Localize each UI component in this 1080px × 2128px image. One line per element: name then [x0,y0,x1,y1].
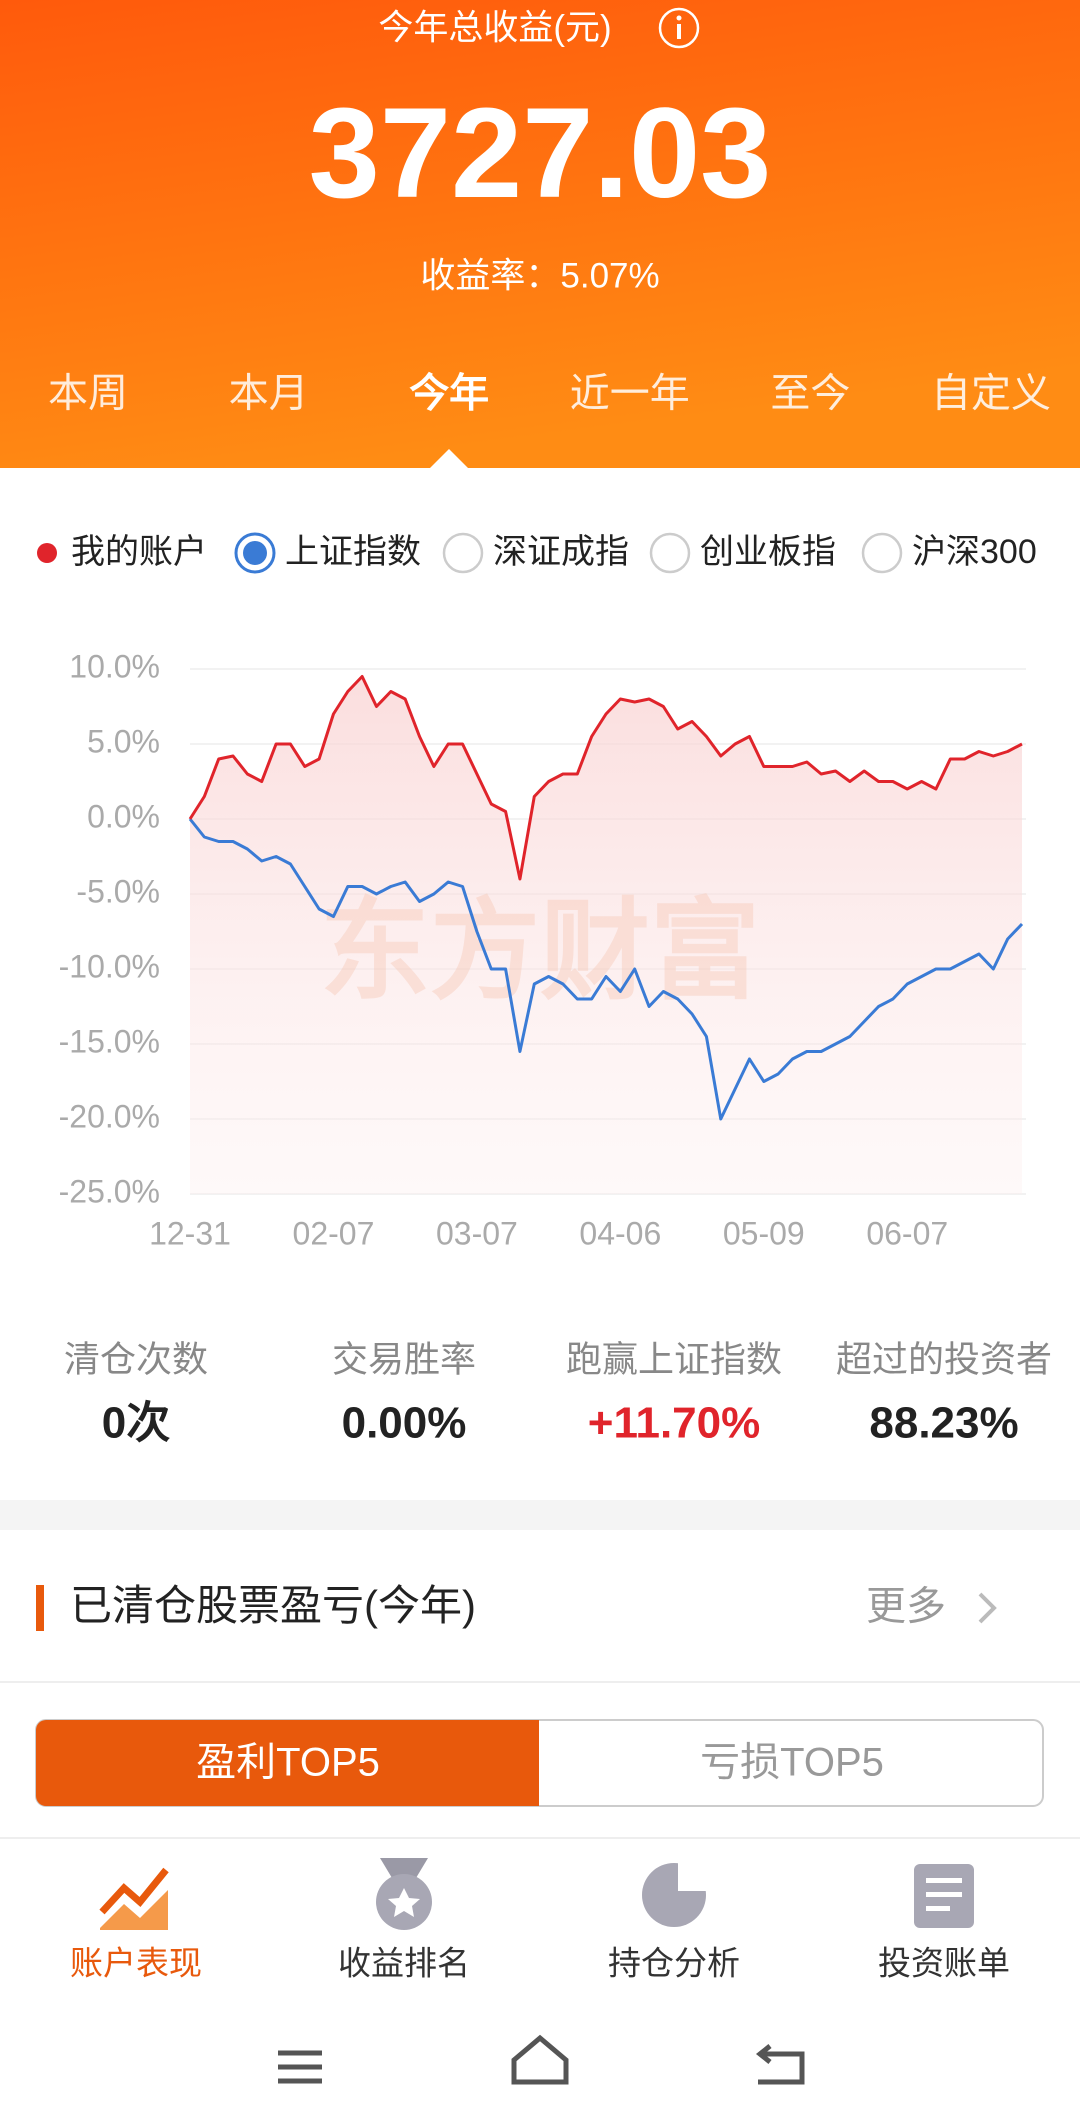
stat-label: 跑赢上证指数 [566,1339,782,1380]
y-tick-label: -15.0% [59,1023,160,1059]
period-tab[interactable]: 本周 [48,372,128,416]
section-accent [36,1585,44,1631]
index-option[interactable]: 沪深300 [912,533,1037,571]
stat-value: +11.70% [588,1399,761,1448]
toggle-option[interactable]: 盈利TOP5 [196,1741,380,1785]
tab-pointer [430,449,468,468]
toggle-option[interactable]: 亏损TOP5 [700,1741,884,1785]
y-tick-label: 10.0% [69,648,160,684]
index-option[interactable]: 深证成指 [493,533,629,571]
stat-label: 交易胜率 [332,1339,476,1380]
x-tick-label: 04-06 [579,1215,661,1251]
nav-label[interactable]: 投资账单 [878,1945,1010,1982]
section-title: 已清仓股票盈亏(今年) [70,1582,476,1629]
x-tick-label: 06-07 [866,1215,948,1251]
system-menu[interactable] [278,2050,322,2084]
legend-label[interactable]: 上证指数 [285,533,421,571]
series-line [188,675,1023,881]
chevron[interactable] [978,1592,997,1624]
y-tick-label: -20.0% [59,1098,160,1134]
radio[interactable] [442,532,484,574]
x-tick-label: 12-31 [149,1215,231,1251]
nav-label[interactable]: 收益排名 [338,1945,470,1982]
x-tick-label: 02-07 [293,1215,375,1251]
total-profit: 3727.03 [309,82,772,225]
header-title: 今年总收益(元) [378,8,611,47]
period-tab[interactable]: 今年 [409,372,489,416]
y-tick-label: 0.0% [87,798,160,834]
radio-dot[interactable] [243,541,267,565]
area [190,676,1022,1194]
stat-value: 0.00% [342,1399,467,1448]
nav-label[interactable]: 账户表现 [70,1945,202,1982]
y-tick-label: 5.0% [87,723,160,759]
nav-icon-holdings[interactable] [642,1861,708,1927]
period-tab[interactable]: 自定义 [931,372,1051,416]
legend-dot [37,543,57,563]
separator [0,1500,1080,1530]
info-icon[interactable] [658,7,700,49]
nav-label[interactable]: 持仓分析 [608,1945,740,1982]
nav-icon-performance[interactable] [99,1867,169,1930]
legend-label: 我的账户 [71,533,207,571]
stat-value: 0次 [102,1399,170,1448]
index-option[interactable]: 创业板指 [700,533,836,571]
nav-icon-ranking[interactable] [376,1858,432,1930]
y-tick-label: -10.0% [59,948,160,984]
y-tick-label: -5.0% [76,873,160,909]
stat-label: 超过的投资者 [836,1339,1052,1380]
x-tick-label: 03-07 [436,1215,518,1251]
system-home[interactable] [511,2034,569,2085]
watermark: 东方财富 [320,890,760,1013]
nav-icon-bill[interactable] [914,1864,974,1928]
toggle-active[interactable] [36,1720,539,1806]
more-link[interactable]: 更多 [866,1585,946,1629]
period-tab[interactable]: 本月 [229,372,309,416]
header-bg [0,0,1080,468]
period-tab[interactable]: 近一年 [570,372,690,416]
stat-label: 清仓次数 [64,1339,208,1380]
stat-value: 88.23% [869,1399,1018,1448]
radio[interactable] [861,532,903,574]
profit-rate: 收益率：5.07% [420,256,659,295]
system-back[interactable] [755,2044,805,2085]
x-tick-label: 05-09 [723,1215,805,1251]
y-tick-label: -25.0% [59,1173,160,1209]
radio[interactable] [649,532,691,574]
series-line [188,818,1024,1121]
period-tab[interactable]: 至今 [770,372,850,416]
